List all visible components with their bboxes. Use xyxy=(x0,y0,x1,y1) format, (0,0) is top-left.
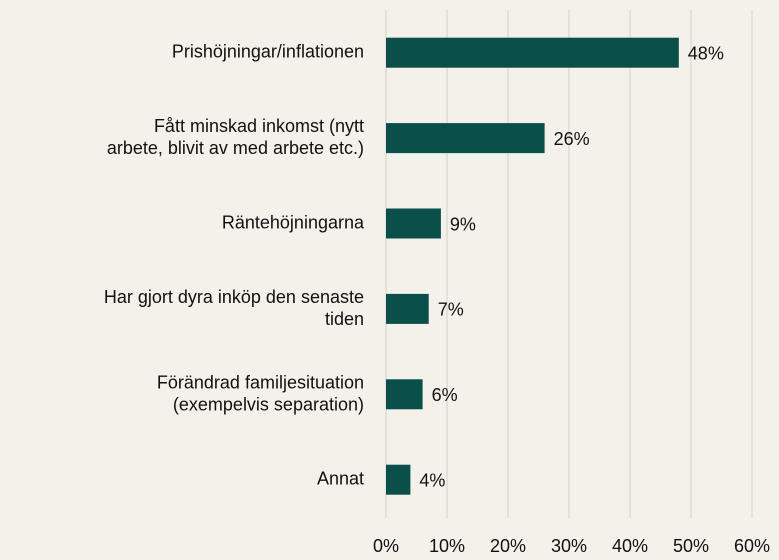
value-label: 26% xyxy=(554,129,590,149)
y-tick-label: Har gjort dyra inköp den senaste tiden xyxy=(104,287,364,329)
y-tick-label: Förändrad familjesituation (exempelvis se… xyxy=(157,372,364,414)
value-label: 6% xyxy=(432,385,458,405)
y-tick-label: Annat xyxy=(317,468,364,488)
x-tick-label: 10% xyxy=(429,536,465,556)
y-tick-label: Fått minskad inkomst (nytt arbete, blivit… xyxy=(107,116,364,158)
bar xyxy=(386,123,545,154)
bar xyxy=(386,37,679,68)
y-tick-label: Räntehöjningarna xyxy=(222,212,365,232)
x-tick-label: 0% xyxy=(373,536,399,556)
y-tick-label: Prishöjningar/inflationen xyxy=(172,41,364,61)
x-tick-label: 20% xyxy=(490,536,526,556)
bar xyxy=(386,208,441,239)
bar xyxy=(386,464,411,495)
value-label: 4% xyxy=(419,470,445,490)
x-tick-label: 30% xyxy=(551,536,587,556)
value-label: 48% xyxy=(688,43,724,63)
value-label: 7% xyxy=(438,300,464,320)
x-tick-label: 40% xyxy=(612,536,648,556)
value-label: 9% xyxy=(450,214,476,234)
x-tick-label: 50% xyxy=(673,536,709,556)
bar xyxy=(386,293,429,324)
x-tick-label: 60% xyxy=(734,536,770,556)
bar xyxy=(386,379,423,410)
